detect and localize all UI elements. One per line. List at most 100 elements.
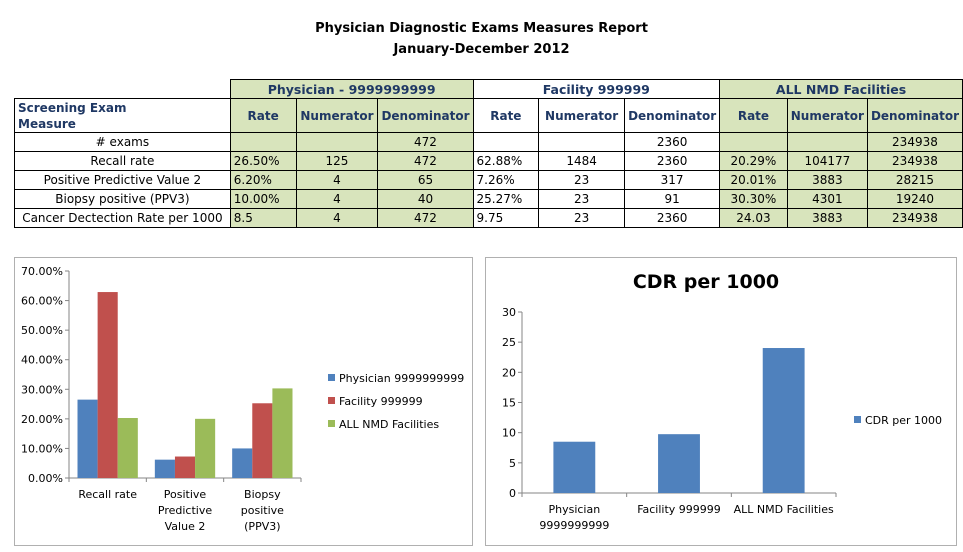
table-cell: 65 [377, 170, 474, 190]
col-header: Rate [472, 98, 540, 133]
bar [195, 418, 216, 478]
table-cell: 4301 [786, 189, 868, 209]
x-tick-label: positive [241, 504, 284, 517]
x-tick-label: ALL NMD Facilities [734, 503, 834, 516]
table-cell [719, 132, 788, 152]
col-header: Numerator [786, 98, 868, 133]
table-cell: 2360 [624, 208, 721, 228]
table-cell: 9.75 [472, 208, 540, 228]
table-cell: 23 [538, 189, 626, 209]
bar [174, 456, 196, 478]
table-cell: 4 [295, 189, 379, 209]
table-cell [786, 132, 868, 152]
table-row: Cancer Dectection Rate per 1000 8.5 4 472 9.… [14, 208, 963, 228]
rates-bar-chart: 0.00% 10.00% 20.00% 30.00% 40.00% 50.00% 60.00… [21, 265, 464, 533]
x-tick-label: Positive [164, 488, 207, 501]
y-tick-label: 30.00% [21, 383, 63, 396]
group-all-nmd: ALL NMD Facilities [719, 79, 963, 99]
table-cell: 7.26% [472, 170, 540, 190]
table-cell: 23 [538, 170, 626, 190]
col-header: Rate [229, 98, 297, 133]
legend-swatch [328, 420, 335, 427]
group-physician: Physician - 9999999999 [229, 79, 474, 99]
x-tick-label: 9999999999 [539, 519, 609, 532]
bar [658, 434, 700, 493]
y-tick-label: 60.00% [21, 295, 63, 308]
table-cell: 30.30% [719, 189, 788, 209]
report-title: Physician Diagnostic Exams Measures Repo… [315, 21, 648, 36]
table-cell: 125 [295, 151, 379, 171]
measure-header-line2: Measure [18, 117, 76, 131]
rates-chart-panel: 0.00% 10.00% 20.00% 30.00% 40.00% 50.00% 60.00… [14, 257, 473, 546]
y-tick-label: 25 [502, 336, 516, 349]
y-tick-label: 15 [502, 397, 516, 410]
cdr-bar-chart: CDR per 1000 0 5 10 15 20 25 30 Physician 9999999… [502, 271, 942, 532]
y-tick-label: 20.00% [21, 413, 63, 426]
cdr-chart-panel: CDR per 1000 0 5 10 15 20 25 30 Physician 9999999… [485, 257, 957, 546]
bar [232, 448, 253, 478]
table-cell: 317 [624, 170, 721, 190]
bar [762, 348, 805, 493]
col-header: Numerator [538, 98, 626, 133]
bar [154, 459, 175, 478]
x-tick-label: Physician [548, 503, 600, 516]
report-subtitle: January-December 2012 [393, 42, 570, 57]
bar [77, 399, 98, 478]
table-cell: 28215 [866, 170, 963, 190]
y-tick-label: 30 [502, 306, 516, 319]
legend-entry: ALL NMD Facilities [339, 418, 439, 431]
x-tick-label: Value 2 [165, 520, 206, 533]
col-header: Numerator [295, 98, 379, 133]
x-tick-label: Biopsy [244, 488, 281, 501]
x-tick-label: (PPV3) [244, 520, 280, 533]
table-row: Positive Predictive Value 2 6.20% 4 65 7.26%… [14, 170, 963, 190]
x-tick-label: Recall rate [78, 488, 137, 501]
table-cell: 234938 [866, 132, 963, 152]
legend-swatch [854, 416, 861, 423]
legend-entry: Facility 999999 [339, 395, 423, 408]
table-row: Biopsy positive (PPV3) 10.00% 4 40 25.27% 23 9… [14, 189, 963, 209]
table-cell: 104177 [786, 151, 868, 171]
col-header: Denominator [377, 98, 474, 133]
row-label: Recall rate [14, 151, 231, 171]
table-cell: 91 [624, 189, 721, 209]
row-label: Biopsy positive (PPV3) [14, 189, 231, 209]
y-tick-label: 0 [509, 487, 516, 500]
measure-header: Screening Exam Measure [14, 98, 231, 133]
y-tick-label: 20 [502, 366, 516, 379]
table-cell [538, 132, 626, 152]
y-tick-label: 10 [502, 427, 516, 440]
group-header-row: Physician - 9999999999 Facility 999999 A… [15, 79, 963, 99]
y-tick-label: 70.00% [21, 265, 63, 278]
col-header: Denominator [866, 98, 963, 133]
bar [97, 292, 118, 478]
table-row: Recall rate 26.50% 125 472 62.88% 1484 2360 20.… [14, 151, 963, 171]
table-cell [472, 132, 540, 152]
legend-entry: CDR per 1000 [865, 414, 942, 427]
column-header-row: Screening Exam Measure Rate Numerator Den… [14, 98, 963, 133]
table-cell: 20.01% [719, 170, 788, 190]
col-header: Denominator [624, 98, 721, 133]
table-cell: 234938 [866, 151, 963, 171]
table-cell: 4 [295, 208, 379, 228]
bar [553, 441, 596, 493]
y-tick-label: 10.00% [21, 442, 63, 455]
table-cell: 10.00% [229, 189, 297, 209]
row-label: # exams [14, 132, 231, 152]
y-tick-label: 5 [509, 457, 516, 470]
col-header: Rate [719, 98, 788, 133]
row-label: Cancer Dectection Rate per 1000 [14, 208, 231, 228]
row-label: Positive Predictive Value 2 [14, 170, 231, 190]
legend-swatch [328, 374, 335, 381]
table-cell: 40 [377, 189, 474, 209]
measures-table: Physician - 9999999999 Facility 999999 A… [14, 79, 963, 228]
table-cell: 26.50% [229, 151, 297, 171]
table-cell: 19240 [866, 189, 963, 209]
y-tick-label: 50.00% [21, 324, 63, 337]
measure-header-line1: Screening Exam [18, 101, 127, 115]
table-cell: 4 [295, 170, 379, 190]
chart-title: CDR per 1000 [633, 271, 779, 293]
x-tick-label: Facility 999999 [637, 503, 721, 516]
table-cell: 23 [538, 208, 626, 228]
table-cell [295, 132, 379, 152]
